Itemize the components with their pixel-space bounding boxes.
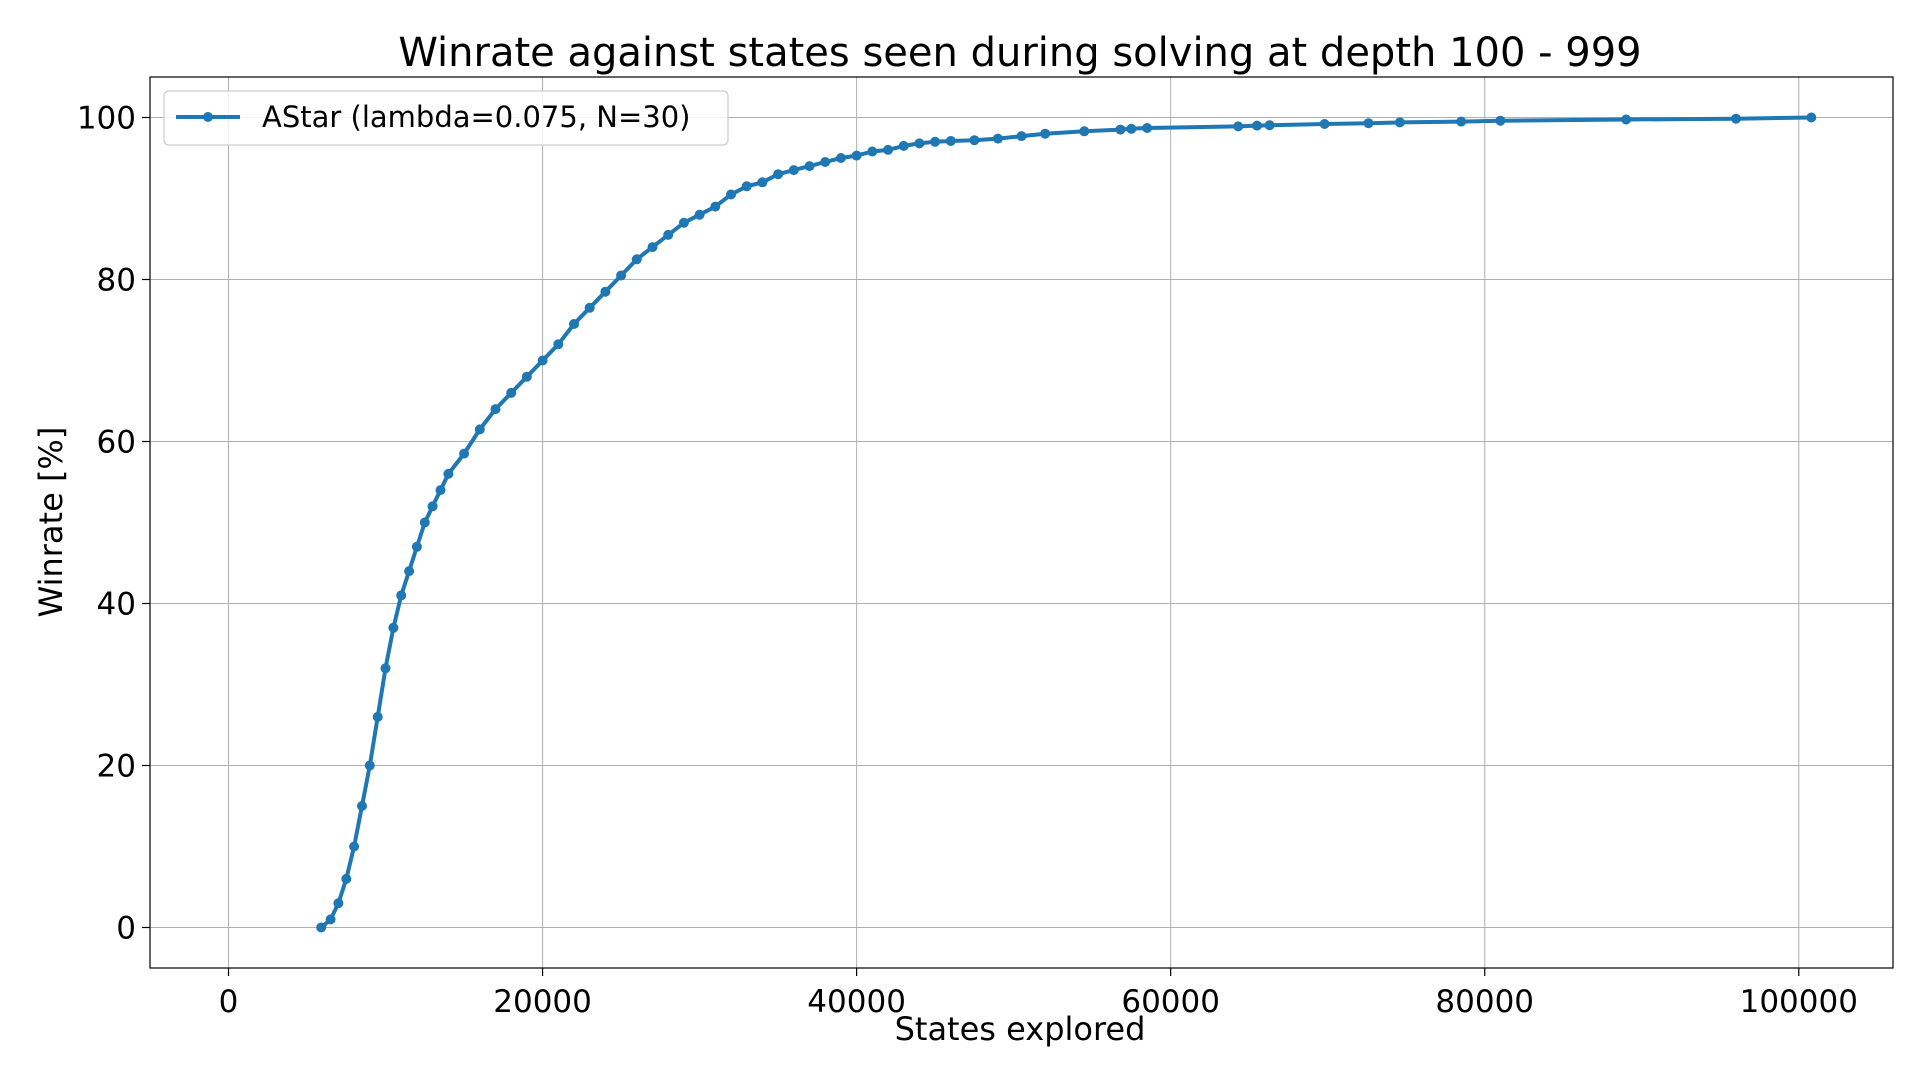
- x-tick-label: 80000: [1435, 984, 1534, 1020]
- data-point: [427, 501, 438, 512]
- y-tick-label: 60: [97, 425, 136, 461]
- data-point: [474, 424, 485, 435]
- data-point: [914, 138, 925, 149]
- data-point: [969, 135, 980, 146]
- x-tick-label: 100000: [1740, 984, 1858, 1020]
- y-tick-label: 40: [97, 587, 136, 623]
- data-point: [316, 922, 327, 933]
- data-point: [357, 801, 367, 811]
- data-point: [490, 404, 501, 415]
- data-point: [992, 133, 1003, 144]
- data-point: [678, 217, 689, 228]
- x-axis-label: States explored: [895, 1010, 1146, 1048]
- data-point: [945, 136, 956, 146]
- data-point: [419, 517, 430, 528]
- data-point: [930, 136, 941, 147]
- data-point: [506, 387, 517, 398]
- data-point: [459, 448, 470, 459]
- data-point: [1233, 121, 1244, 132]
- data-point: [349, 841, 360, 852]
- data-point: [396, 590, 407, 601]
- data-point: [1363, 118, 1374, 129]
- data-point: [325, 914, 336, 925]
- data-point: [1142, 123, 1153, 133]
- data-point: [1621, 114, 1632, 125]
- data-point: [616, 270, 627, 281]
- data-point: [710, 201, 721, 212]
- data-point: [388, 622, 399, 633]
- data-point: [404, 566, 415, 577]
- data-point: [1252, 120, 1262, 131]
- x-tick-label: 40000: [807, 984, 906, 1020]
- data-point: [435, 485, 446, 496]
- data-point: [537, 355, 548, 366]
- data-point: [694, 209, 705, 220]
- series-layer: [316, 112, 1817, 933]
- data-point: [1495, 115, 1506, 126]
- data-point: [1731, 113, 1741, 124]
- data-point: [1079, 126, 1090, 137]
- data-point: [647, 242, 658, 253]
- legend: AStar (lambda=0.075, N=30): [163, 90, 729, 146]
- data-point: [521, 371, 532, 382]
- y-tick-label: 80: [97, 263, 136, 299]
- data-point: [835, 153, 846, 163]
- data-point: [333, 898, 344, 909]
- data-point: [851, 150, 862, 161]
- data-point: [443, 468, 454, 479]
- data-point: [741, 181, 752, 192]
- data-point: [364, 760, 375, 771]
- data-point: [569, 319, 579, 329]
- data-point: [883, 144, 893, 155]
- legend-label: AStar (lambda=0.075, N=30): [262, 100, 690, 134]
- data-point: [372, 711, 383, 722]
- data-point: [1126, 123, 1137, 134]
- data-point: [773, 169, 784, 180]
- plot-frame: [149, 76, 1894, 969]
- y-tick-label: 100: [77, 101, 136, 137]
- data-point: [898, 140, 909, 151]
- data-point: [341, 873, 352, 884]
- y-tick-label: 20: [97, 749, 136, 785]
- data-point: [380, 663, 391, 674]
- y-axis-label: Winrate [%]: [32, 427, 70, 618]
- data-point: [804, 161, 815, 172]
- data-point: [757, 177, 768, 188]
- data-point: [788, 165, 799, 176]
- data-point: [411, 541, 422, 552]
- data-point: [600, 286, 611, 297]
- data-point: [1394, 117, 1405, 128]
- data-point: [1264, 120, 1275, 131]
- data-point: [1040, 128, 1051, 139]
- data-point: [1319, 119, 1330, 129]
- data-point: [1115, 124, 1126, 135]
- legend-box: [163, 90, 729, 146]
- y-tick-label: 0: [116, 911, 136, 947]
- data-point: [553, 339, 564, 350]
- data-point: [663, 229, 674, 240]
- legend-marker: [203, 112, 213, 122]
- data-point: [1806, 112, 1817, 123]
- data-point: [726, 189, 736, 200]
- data-point: [584, 302, 595, 313]
- chart-title: Winrate against states seen during solvi…: [398, 30, 1641, 76]
- ticks: 0 20000 40000 60000 80000 100000 0 20 40 60 80 100: [77, 101, 1858, 1021]
- x-tick-label: 0: [219, 984, 239, 1020]
- data-point: [820, 157, 831, 167]
- data-point: [1456, 116, 1467, 127]
- data-point: [1016, 131, 1027, 142]
- data-point: [631, 254, 642, 265]
- x-tick-label: 20000: [493, 984, 592, 1020]
- data-point: [867, 146, 878, 157]
- x-tick-label: 60000: [1121, 984, 1220, 1020]
